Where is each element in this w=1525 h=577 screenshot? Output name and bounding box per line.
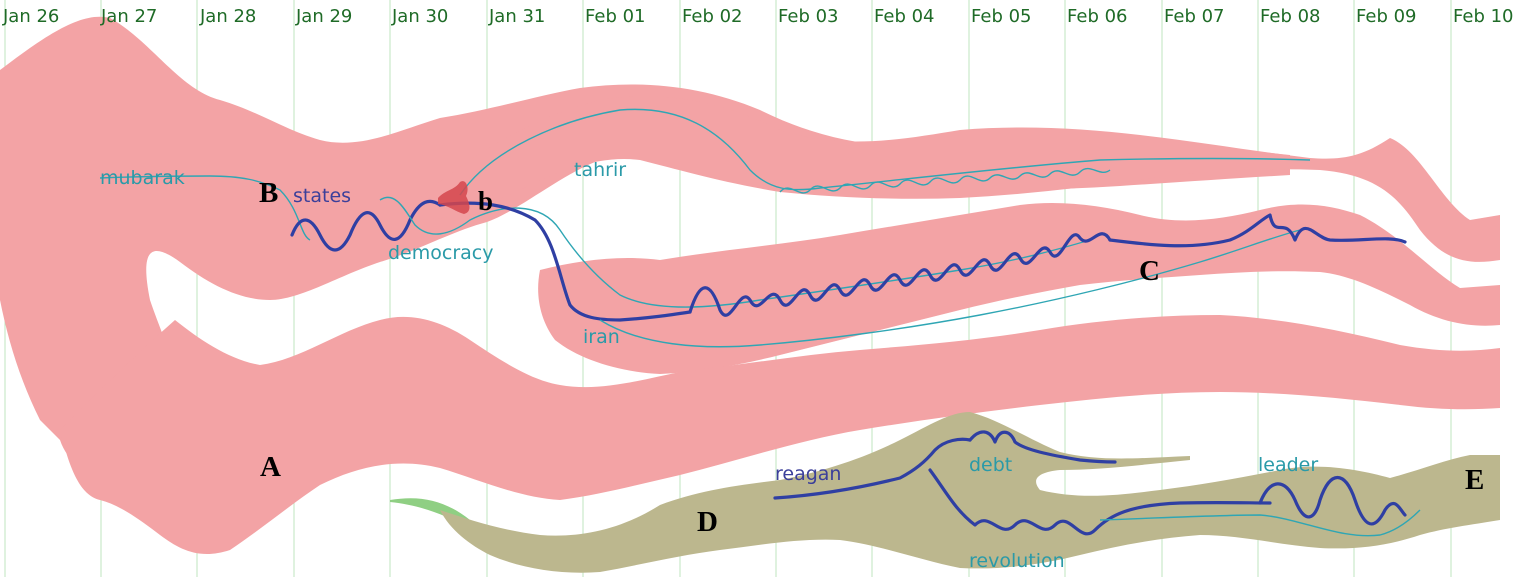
date-label: Feb 09 [1356,6,1417,27]
topic-band-red-middle [538,203,1500,374]
date-label: Feb 07 [1164,6,1225,27]
keyword-tahrir: tahrir [574,159,626,181]
thread-iran-light [599,229,1301,348]
date-label: Feb 10 [1453,6,1514,27]
keyword-debt: debt [969,454,1012,476]
date-label: Feb 08 [1260,6,1321,27]
thread-tahrir [459,108,1311,196]
thread-iran [438,201,692,322]
topic-band-green [390,498,470,528]
topic-band-olive-main [440,412,1500,573]
date-label: Jan 27 [100,6,157,27]
annotation-markers: A B b C D E [259,177,1484,538]
keyword-mubarak: mubarak [100,167,185,189]
thread-mubarak [99,175,311,241]
keyword-leader: leader [1258,454,1318,476]
date-label: Jan 31 [488,6,545,27]
topic-olive-flow [390,412,1500,573]
marker-c: C [1139,255,1160,287]
thread-reagan [773,437,972,500]
thread-leader [1258,476,1407,526]
keyword-iran: iran [583,326,620,348]
thread-c [1108,213,1407,248]
date-label: Jan 26 [2,6,59,27]
date-label: Jan 29 [295,6,352,27]
marker-b-lower: b [478,186,493,216]
thread-iran-wave [688,232,1112,317]
thread-debt [968,430,1117,464]
date-label: Feb 02 [682,6,743,27]
date-label: Feb 01 [585,6,646,27]
topic-band-red-lower [60,315,1500,555]
highlight-blob [438,181,470,214]
date-label: Feb 05 [971,6,1032,27]
thread-tahrir-loops [779,167,1111,194]
topic-band-red-upper [400,96,1500,262]
keyword-revolution: revolution [969,550,1065,572]
thread-leader-light [1099,509,1421,537]
date-label: Feb 06 [1067,6,1128,27]
date-label: Feb 03 [778,6,839,27]
date-label: Jan 30 [391,6,448,27]
thread-democracy [379,196,1091,308]
keyword-states: states [293,185,351,207]
keyword-reagan: reagan [775,463,841,485]
topic-red-flow [0,16,1500,555]
marker-b-upper: B [259,177,278,209]
thread-revolution [928,468,1272,536]
storyline-threads [99,108,1421,537]
timeline-axis: Jan 26 Jan 27 Jan 28 Jan 29 Jan 30 Jan 3… [2,6,1514,27]
keyword-democracy: democracy [388,242,493,264]
date-label: Jan 28 [199,6,256,27]
highlight-blob-shape [438,181,470,214]
marker-d: D [697,506,718,538]
thread-states [290,199,442,252]
marker-a: A [260,451,281,483]
marker-e: E [1465,464,1484,496]
date-label: Feb 04 [874,6,935,27]
keyword-labels: mubarak states democracy tahrir iran rea… [100,159,1318,572]
